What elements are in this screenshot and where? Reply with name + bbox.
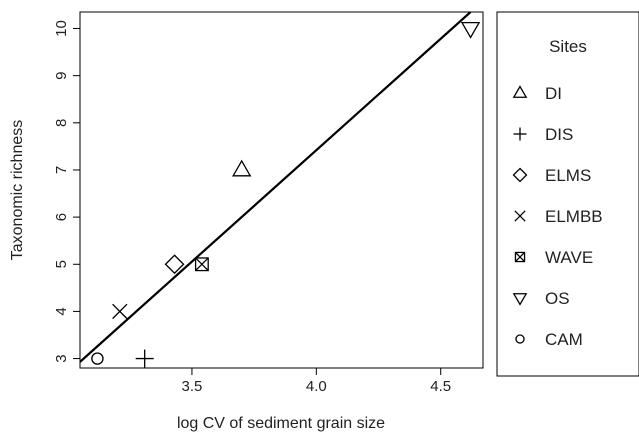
x-axis: 3.5 4.0 4.5 [182, 368, 451, 395]
y-tick-label: 9 [53, 71, 70, 79]
legend-marker-elms [512, 167, 528, 183]
data-point-os [460, 22, 481, 39]
legend-items: DI DIS ELMS ELMBB WAVE OS CAM [512, 84, 603, 349]
data-point-elmbb [112, 303, 128, 320]
data-point-cam [91, 352, 104, 365]
legend: Sites DI DIS ELMS ELMBB WAVE OS CAM [496, 11, 639, 377]
data-point-elms [164, 254, 185, 275]
legend-label-di: DI [545, 84, 562, 103]
y-tick-label: 4 [53, 307, 70, 315]
plot-frame [79, 11, 484, 369]
legend-marker-elmbb [514, 210, 526, 222]
legend-title: Sites [549, 37, 587, 56]
y-tick-label: 5 [53, 260, 70, 268]
data-point-wave [194, 257, 209, 272]
legend-marker-dis [513, 127, 527, 141]
legend-marker-cam [515, 334, 525, 344]
x-tick-label: 4.5 [430, 378, 451, 395]
data-points [91, 22, 481, 368]
x-tick-label: 3.5 [182, 378, 203, 395]
regression-line-group [80, 12, 472, 363]
data-point-dis [135, 349, 154, 368]
y-tick-label: 3 [53, 354, 70, 362]
y-axis-title: Taxonomic richness [9, 120, 26, 261]
x-axis-title: log CV of sediment grain size [177, 415, 385, 432]
legend-marker-wave [514, 251, 526, 263]
legend-label-elms: ELMS [545, 166, 591, 185]
x-tick-label: 4.0 [306, 378, 327, 395]
legend-label-wave: WAVE [545, 248, 593, 267]
legend-label-cam: CAM [545, 330, 583, 349]
data-point-di [232, 159, 252, 177]
y-axis: 3 4 5 6 7 8 9 10 [53, 20, 80, 363]
regression-line [80, 12, 472, 363]
y-tick-label: 7 [53, 166, 70, 174]
legend-label-elmbb: ELMBB [545, 207, 603, 226]
legend-label-dis: DIS [545, 125, 573, 144]
legend-marker-os [512, 293, 528, 306]
y-tick-label: 6 [53, 213, 70, 221]
legend-label-os: OS [545, 289, 570, 308]
y-tick-label: 10 [53, 20, 70, 37]
legend-box [496, 11, 639, 377]
legend-marker-di [512, 85, 528, 98]
y-tick-label: 8 [53, 119, 70, 127]
